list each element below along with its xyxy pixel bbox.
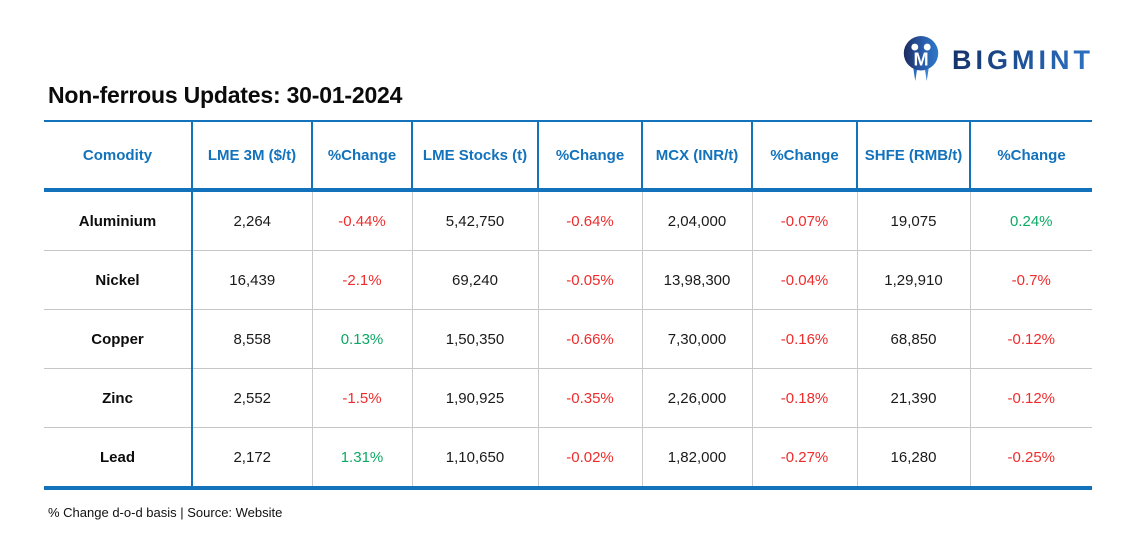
bigmint-logo-icon: M: [903, 36, 939, 81]
value-cell: 1,29,910: [856, 250, 970, 310]
metals-table-container: Comodity LME 3M ($/t) %Change LME Stocks…: [44, 120, 1092, 490]
commodity-cell: Zinc: [44, 368, 192, 428]
value-cell: 5,42,750: [411, 190, 538, 251]
brand-wordmark: BIGMINT: [952, 44, 1094, 75]
change-cell: -0.07%: [751, 190, 857, 251]
commodity-cell: Nickel: [44, 250, 192, 310]
value-cell: 8,558: [191, 309, 312, 369]
value-cell: 1,90,925: [411, 368, 538, 428]
column-header-lme-3m: LME 3M ($/t): [191, 121, 312, 192]
value-cell: 69,240: [411, 250, 538, 310]
column-header-mcx: MCX (INR/t): [641, 121, 752, 192]
column-header-shfe: SHFE (RMB/t): [856, 121, 970, 192]
column-header-change-mcx: %Change: [751, 121, 857, 192]
header-row: Comodity LME 3M ($/t) %Change LME Stocks…: [44, 121, 1092, 192]
change-cell: -2.1%: [311, 250, 412, 310]
value-cell: 2,26,000: [641, 368, 752, 428]
change-cell: -0.44%: [311, 190, 412, 251]
change-cell: -0.7%: [969, 250, 1092, 310]
brand-logo: M BIGMINT: [899, 34, 1094, 84]
footnote: % Change d-o-d basis | Source: Website: [48, 505, 283, 520]
change-cell: -0.18%: [751, 368, 857, 428]
value-cell: 7,30,000: [641, 309, 752, 369]
value-cell: 2,264: [191, 190, 312, 251]
change-cell: -0.04%: [751, 250, 857, 310]
table-row: Lead 2,172 1.31% 1,10,650 -0.02% 1,82,00…: [44, 427, 1092, 488]
value-cell: 68,850: [856, 309, 970, 369]
change-cell: -0.27%: [751, 427, 857, 488]
value-cell: 16,439: [191, 250, 312, 310]
value-cell: 16,280: [856, 427, 970, 488]
value-cell: 21,390: [856, 368, 970, 428]
commodity-cell: Copper: [44, 309, 192, 369]
table-row: Aluminium 2,264 -0.44% 5,42,750 -0.64% 2…: [44, 190, 1092, 251]
commodity-cell: Aluminium: [78, 212, 157, 230]
change-cell: 0.24%: [969, 190, 1092, 251]
svg-text:M: M: [913, 50, 928, 70]
value-cell: 13,98,300: [641, 250, 752, 310]
value-cell: 1,10,650: [411, 427, 538, 488]
column-header-comodity: Comodity: [44, 121, 192, 192]
change-cell: -0.25%: [969, 427, 1092, 488]
table-row: Copper 8,558 0.13% 1,50,350 -0.66% 7,30,…: [44, 309, 1092, 369]
value-cell: 1,50,350: [411, 309, 538, 369]
value-cell: 2,04,000: [641, 190, 752, 251]
change-cell: -1.5%: [311, 368, 412, 428]
change-cell: -0.35%: [537, 368, 642, 428]
value-cell: 2,552: [191, 368, 312, 428]
column-header-change-lme-stocks: %Change: [537, 121, 642, 192]
table-row: Nickel 16,439 -2.1% 69,240 -0.05% 13,98,…: [44, 250, 1092, 310]
change-cell: 0.13%: [311, 309, 412, 369]
change-cell: -0.05%: [537, 250, 642, 310]
change-cell: -0.12%: [969, 368, 1092, 428]
change-cell: -0.16%: [751, 309, 857, 369]
change-cell: -0.02%: [537, 427, 642, 488]
commodity-cell: Lead: [44, 427, 192, 488]
column-header-change-shfe: %Change: [969, 121, 1092, 192]
column-header-change-lme-3m: %Change: [311, 121, 412, 192]
value-cell: 2,172: [191, 427, 312, 488]
table-row: Zinc 2,552 -1.5% 1,90,925 -0.35% 2,26,00…: [44, 368, 1092, 428]
change-cell: -0.12%: [969, 309, 1092, 369]
column-header-lme-stocks: LME Stocks (t): [411, 121, 538, 192]
metals-table: Comodity LME 3M ($/t) %Change LME Stocks…: [44, 120, 1092, 490]
change-cell: -0.64%: [537, 190, 642, 251]
value-cell: 1,82,000: [641, 427, 752, 488]
page-title: Non-ferrous Updates: 30-01-2024: [48, 82, 403, 108]
change-cell: -0.66%: [537, 309, 642, 369]
value-cell: 19,075: [856, 190, 970, 251]
change-cell: 1.31%: [311, 427, 412, 488]
